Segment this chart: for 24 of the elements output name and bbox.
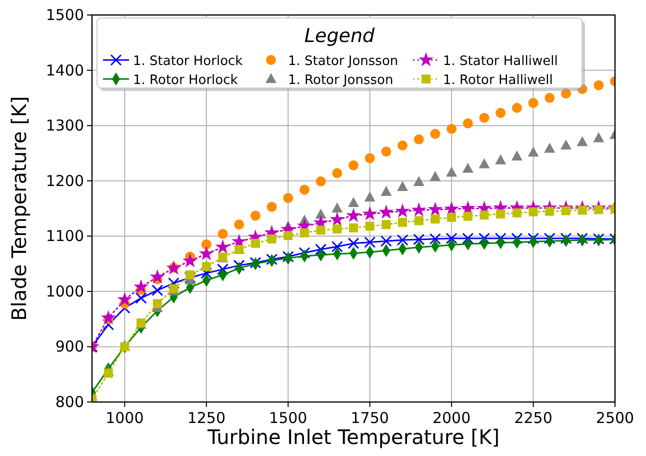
x-tick-label: 2500 bbox=[596, 409, 634, 427]
legend-label: 1. Stator Jonsson bbox=[288, 54, 398, 69]
legend-label: 1. Rotor Horlock bbox=[133, 73, 238, 88]
y-tick-label: 1000 bbox=[46, 282, 84, 300]
y-axis-title: Blade Temperature [K] bbox=[7, 96, 31, 321]
x-tick-label: 2000 bbox=[432, 409, 471, 427]
x-tick-label: 2250 bbox=[514, 409, 552, 427]
y-tick-label: 1300 bbox=[46, 116, 84, 135]
x-tick-label: 1000 bbox=[106, 409, 144, 427]
x-axis-title: Turbine Inlet Temperature [K] bbox=[206, 425, 500, 449]
x-tick-label: 1250 bbox=[187, 409, 226, 427]
legend-label: 1. Stator Horlock bbox=[133, 54, 244, 69]
legend-title: Legend bbox=[304, 25, 376, 47]
x-tick-label: 1750 bbox=[350, 409, 389, 427]
y-tick-label: 900 bbox=[55, 338, 84, 356]
legend-label: 1. Rotor Jonsson bbox=[288, 73, 394, 88]
x-tick-label: 1500 bbox=[269, 409, 308, 427]
y-tick-label: 1500 bbox=[46, 6, 84, 24]
y-tick-label: 800 bbox=[55, 393, 84, 411]
y-tick-label: 1200 bbox=[46, 172, 84, 190]
y-tick-label: 1100 bbox=[46, 227, 84, 246]
y-tick-label: 1400 bbox=[46, 61, 84, 80]
legend-label: 1. Rotor Halliwell bbox=[443, 73, 553, 88]
legend-label: 1. Stator Halliwell bbox=[443, 54, 558, 69]
